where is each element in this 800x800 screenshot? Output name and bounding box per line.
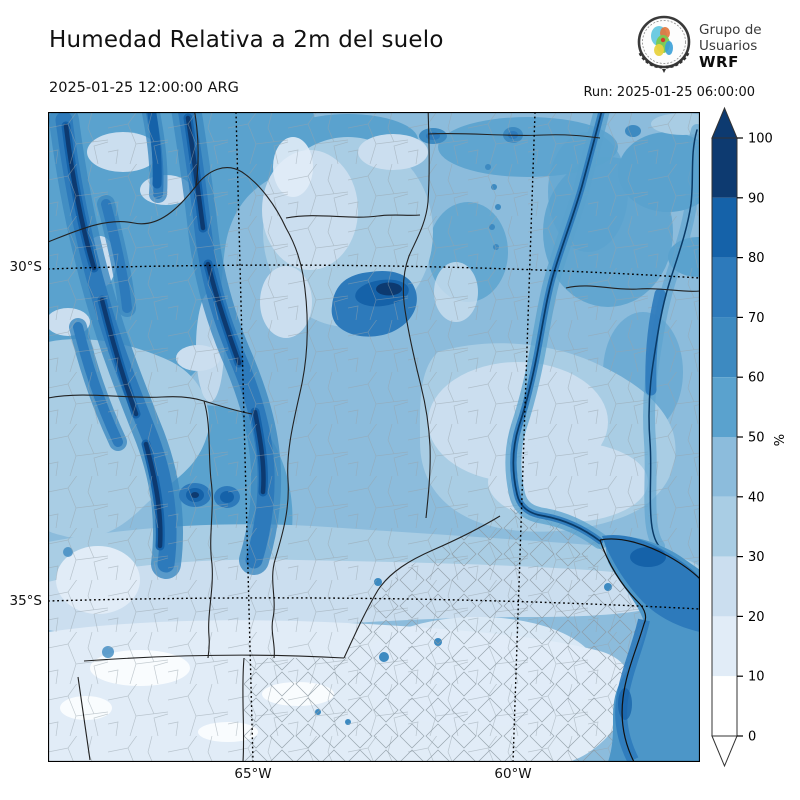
colorbar-seg-20-30: [712, 556, 737, 617]
uruguay-river: [648, 129, 698, 547]
wrf-logo: [636, 13, 796, 75]
colorbar-tick-label: 50: [748, 431, 765, 446]
lat-label-30s: 30°S: [9, 259, 43, 275]
lon-label-65w: 65°W: [234, 766, 272, 782]
colorbar-tick-label: 10: [748, 670, 765, 685]
humidity-map: [48, 112, 700, 762]
ocean: [599, 534, 700, 762]
colorbar-tick-label: 30: [748, 550, 765, 565]
colorbar-seg-40-50: [712, 437, 737, 497]
run-time-label: Run: 2025-01-25 06:00:00: [583, 85, 755, 100]
colorbar-segments: [711, 137, 738, 737]
colorbar-seg-30-40: [712, 496, 737, 557]
colorbar-seg-70-80: [712, 257, 737, 318]
colorbar-tick-label: 100: [748, 132, 773, 147]
map-canvas: [48, 112, 700, 762]
colorbar-seg-0-10: [712, 676, 737, 736]
province-borders: [48, 112, 700, 762]
colorbar-seg-80-90: [712, 197, 737, 258]
colorbar-seg-60-70: [712, 317, 737, 378]
colorbar-tick-label: 60: [748, 371, 765, 386]
coastline: [599, 538, 700, 762]
colorbar-unit-label: %: [773, 434, 788, 446]
logo-org-line2: Usuarios: [699, 38, 758, 54]
page-title: Humedad Relativa a 2m del suelo: [49, 27, 444, 53]
colorbar-ticks: [737, 137, 743, 737]
colorbar-under-arrow: [711, 735, 738, 768]
logo-org-line1: Grupo de: [699, 22, 762, 38]
rio-de-la-plata: [602, 534, 700, 632]
map-layers: [48, 112, 700, 762]
rivers: [505, 112, 700, 552]
colorbar-seg-90-100: [712, 138, 737, 198]
logo-org-line3: WRF: [699, 53, 739, 71]
globe-emblem-icon: [637, 15, 691, 73]
colorbar-seg-50-60: [712, 377, 737, 437]
logo-text: Grupo de Usuarios WRF: [699, 22, 762, 70]
colorbar-over-arrow: [711, 106, 738, 139]
colorbar-tick-label: 90: [748, 191, 765, 206]
colorbar-tick-label: 70: [748, 311, 765, 326]
valid-time-label: 2025-01-25 12:00:00 ARG: [49, 80, 239, 96]
colorbar-tick-label: 40: [748, 490, 765, 505]
colorbar-tick-label: 0: [748, 730, 756, 745]
map-frame: [48, 112, 700, 762]
colorbar-svg: 100 90 80 70 60 50 40 30 20 10 0 %: [711, 106, 788, 768]
lat-label-35s: 35°S: [9, 593, 43, 609]
colorbar-tick-label: 80: [748, 251, 765, 266]
parana-river: [512, 112, 603, 542]
colorbar-tick-labels: 100 90 80 70 60 50 40 30 20 10 0: [748, 132, 773, 745]
colorbar-tick-label: 20: [748, 610, 765, 625]
lon-label-60w: 60°W: [494, 766, 532, 782]
colorbar: 100 90 80 70 60 50 40 30 20 10 0 %: [706, 100, 800, 790]
colorbar-seg-10-20: [712, 616, 737, 677]
buenos-aires-departments-mesh: [244, 502, 644, 762]
